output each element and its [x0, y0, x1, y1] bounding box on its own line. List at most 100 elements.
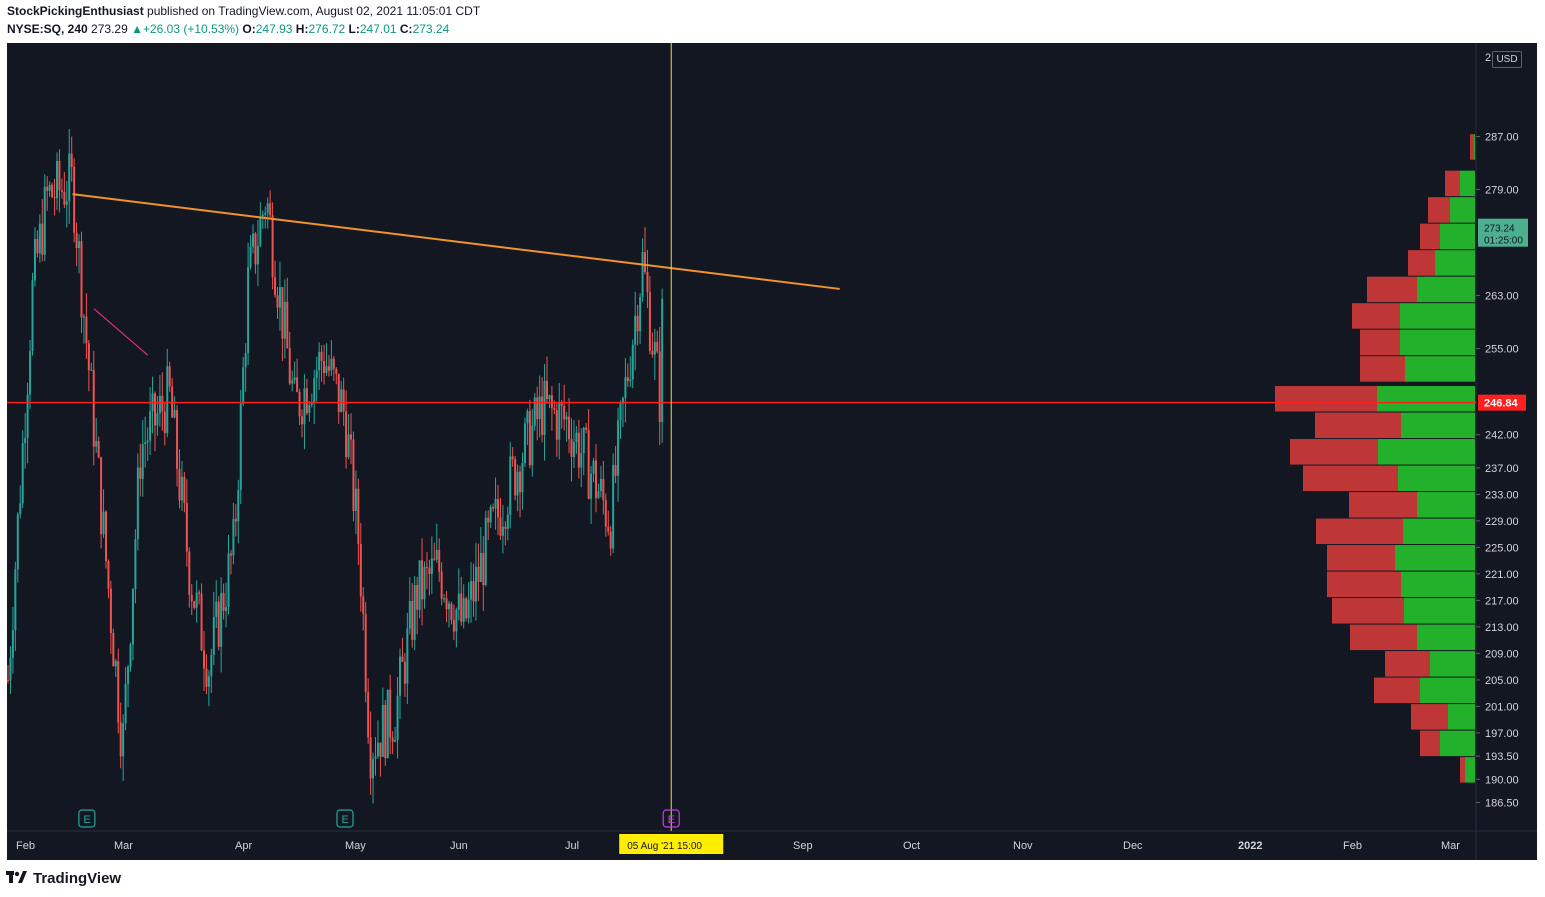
candle-body [26, 394, 29, 438]
time-tick-label: Feb [1343, 840, 1362, 852]
candle-body [553, 408, 556, 411]
candle-body [249, 246, 252, 268]
volume-profile-up-bar [1448, 704, 1475, 730]
cursor-time-label: 05 Aug '21 15:00 [627, 841, 702, 852]
candle-body [455, 609, 458, 632]
candle-body [308, 404, 311, 414]
volume-profile-up-bar [1460, 170, 1475, 197]
candle-body [274, 277, 277, 296]
candle-body [168, 366, 171, 387]
volume-profile-up-bar [1474, 134, 1475, 160]
candle-body [178, 468, 181, 501]
candle-body [256, 245, 259, 265]
volume-profile-down-bar [1316, 518, 1403, 545]
candle-body [479, 552, 482, 582]
volume-profile-up-bar [1430, 651, 1475, 677]
candle-body [131, 588, 134, 645]
volume-profile-down-bar [1349, 492, 1417, 518]
candle-body [369, 737, 372, 779]
candle-body [474, 566, 477, 602]
time-tick-label: Feb [16, 840, 35, 852]
candle-body [332, 358, 335, 369]
candle-body [124, 683, 127, 724]
currency-badge[interactable]: USD [1492, 51, 1522, 68]
candle-body [350, 434, 352, 440]
candle-body [450, 603, 453, 621]
candle-body [506, 514, 509, 529]
candle-body [523, 423, 526, 464]
candle-body [653, 341, 656, 355]
price-tick-label: 279.00 [1485, 185, 1519, 197]
candle-body [24, 437, 27, 443]
candle-body [614, 465, 617, 476]
volume-profile-down-bar [1350, 624, 1417, 651]
earnings-marker-label: E [83, 814, 90, 826]
last-price-badge-timer: 01:25:00 [1484, 236, 1523, 247]
candle-body [374, 756, 377, 759]
change-arrow-icon: ▲ [131, 22, 143, 36]
candle-body [109, 588, 112, 633]
candle-body [56, 160, 58, 199]
volume-profile-up-bar [1420, 677, 1475, 704]
candle-body [261, 214, 264, 217]
candle-body [401, 656, 404, 662]
candle-body [433, 558, 436, 560]
candle-body [195, 592, 198, 608]
descending-trendline [72, 193, 840, 290]
candle-body [107, 561, 110, 589]
candle-body [391, 737, 394, 742]
time-tick-label: Mar [114, 840, 133, 852]
candle-body [288, 348, 291, 384]
chart-plot-area[interactable]: 287.00 279.00 263.00 255.00 242.00 237.00 233.… [7, 43, 1537, 860]
candle-body [408, 600, 411, 629]
candle-body [504, 526, 507, 529]
last-price-badge-value: 273.24 [1484, 224, 1515, 235]
candle-body [621, 398, 624, 404]
candle-body [154, 393, 156, 426]
candle-body [156, 413, 159, 426]
candle-body [619, 403, 622, 421]
candle-body [597, 491, 600, 498]
close-value: 273.24 [412, 22, 450, 36]
candle-body [342, 389, 345, 412]
price-tick-label: 263.00 [1485, 291, 1519, 303]
candle-body [70, 153, 73, 167]
time-tick-label: Nov [1013, 840, 1033, 852]
candle-body [452, 620, 455, 632]
candle-body [460, 593, 463, 622]
chart-canvas[interactable]: 287.00 279.00 263.00 255.00 242.00 237.00 233.… [7, 43, 1537, 860]
volume-profile-up-bar [1465, 757, 1475, 783]
candle-body [631, 344, 634, 380]
candle-body [158, 395, 161, 414]
candle-body [501, 526, 504, 536]
candle-body [141, 444, 144, 479]
candle-body [425, 566, 428, 568]
candle-body [651, 350, 654, 355]
candle-body [237, 490, 240, 522]
candle-body [188, 551, 191, 595]
candle-body [139, 467, 142, 479]
author-name[interactable]: StockPickingEnthusiast [7, 4, 144, 18]
candle-body [550, 395, 553, 409]
time-tick-label: Oct [903, 840, 920, 852]
candle-body [602, 478, 605, 501]
volume-profile-up-bar [1417, 276, 1475, 303]
candle-body [33, 238, 36, 281]
candle-body [254, 233, 257, 265]
volume-profile-up-bar [1417, 624, 1475, 651]
candle-body [7, 679, 9, 681]
tradingview-logo-icon [6, 871, 27, 883]
candle-body [51, 184, 54, 197]
candle-body [516, 471, 519, 496]
volume-profile-up-bar [1400, 303, 1475, 329]
candle-body [372, 758, 375, 779]
candle-body [634, 315, 637, 345]
candle-body [357, 488, 360, 544]
candle-body [183, 476, 186, 504]
candle-body [629, 379, 632, 382]
candle-body [443, 598, 446, 600]
volume-profile-down-bar [1332, 598, 1404, 624]
candle-body [644, 252, 646, 272]
candle-body [587, 430, 590, 499]
volume-profile-up-bar [1398, 465, 1475, 492]
